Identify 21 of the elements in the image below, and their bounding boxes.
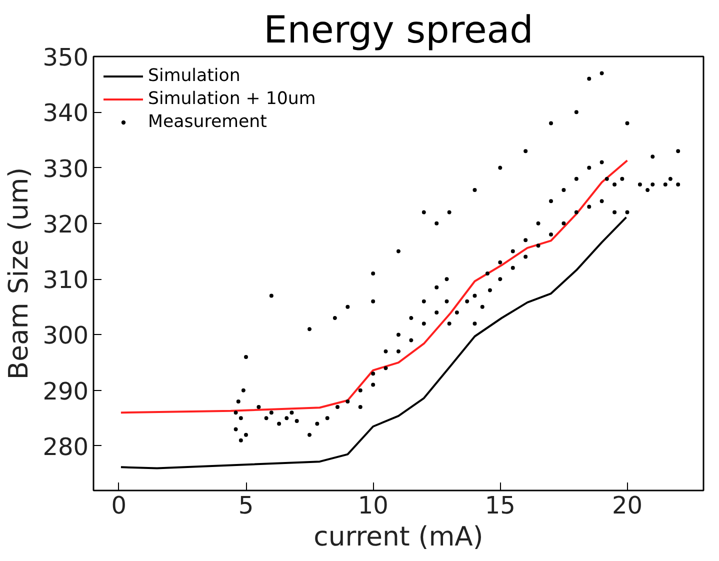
y-tick-label: 280 [42, 432, 89, 461]
x-tick-label: 15 [484, 492, 516, 520]
y-tick-label: 340 [42, 99, 89, 128]
y-tick-label: 290 [42, 377, 89, 406]
legend-label: Simulation [148, 66, 240, 86]
line-series [120, 216, 628, 470]
y-tick-label: 330 [42, 154, 89, 183]
chart-title: Energy spread [264, 8, 534, 52]
x-axis-title: current (mA) [314, 522, 484, 552]
y-tick-label: 350 [42, 44, 89, 72]
y-axis-title: Beam Size (um) [4, 167, 35, 380]
x-tick-label: 5 [238, 492, 254, 520]
legend-label: Measurement [148, 112, 267, 132]
x-tick-label: 20 [612, 492, 643, 520]
line-series [120, 160, 628, 414]
x-tick-label: 10 [358, 492, 388, 520]
y-tick-label: 310 [42, 266, 89, 294]
x-tick-label: 0 [111, 492, 127, 520]
legend-label: Simulation + 10um [148, 89, 316, 109]
y-tick-label: 300 [42, 322, 89, 350]
y-tick-label: 320 [42, 210, 89, 238]
